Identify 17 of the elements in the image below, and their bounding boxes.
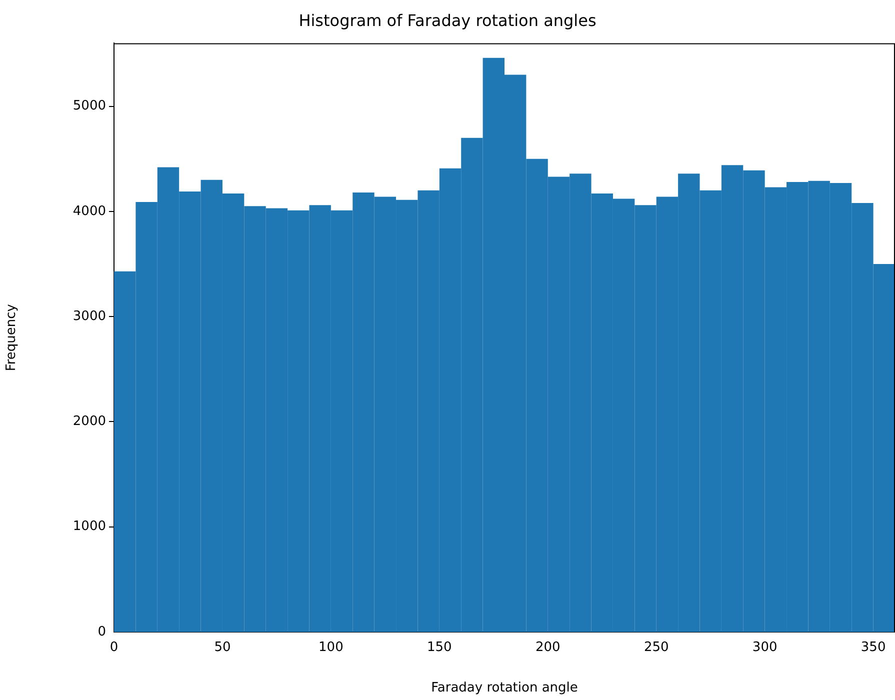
x-tick-label: 350: [860, 640, 886, 656]
y-tick-label: 3000: [72, 308, 106, 324]
y-tick-label: 4000: [72, 204, 106, 219]
y-axis-title: Frequency: [4, 304, 20, 372]
y-tick-label: 5000: [72, 98, 106, 114]
y-tick-label: 2000: [72, 414, 106, 430]
x-axis-title: Faraday rotation angle: [431, 680, 578, 696]
x-tick-label: 0: [110, 640, 118, 656]
chart-title: Histogram of Faraday rotation angles: [298, 10, 596, 30]
x-tick-label: 250: [644, 640, 669, 656]
y-tick-label: 0: [98, 624, 106, 640]
x-tick-label: 300: [752, 640, 778, 656]
x-tick-label: 150: [427, 640, 452, 656]
x-tick-label: 50: [214, 640, 231, 656]
y-tick-label: 1000: [72, 519, 106, 534]
x-tick-label: 200: [535, 640, 560, 656]
x-tick-label: 100: [318, 640, 344, 656]
